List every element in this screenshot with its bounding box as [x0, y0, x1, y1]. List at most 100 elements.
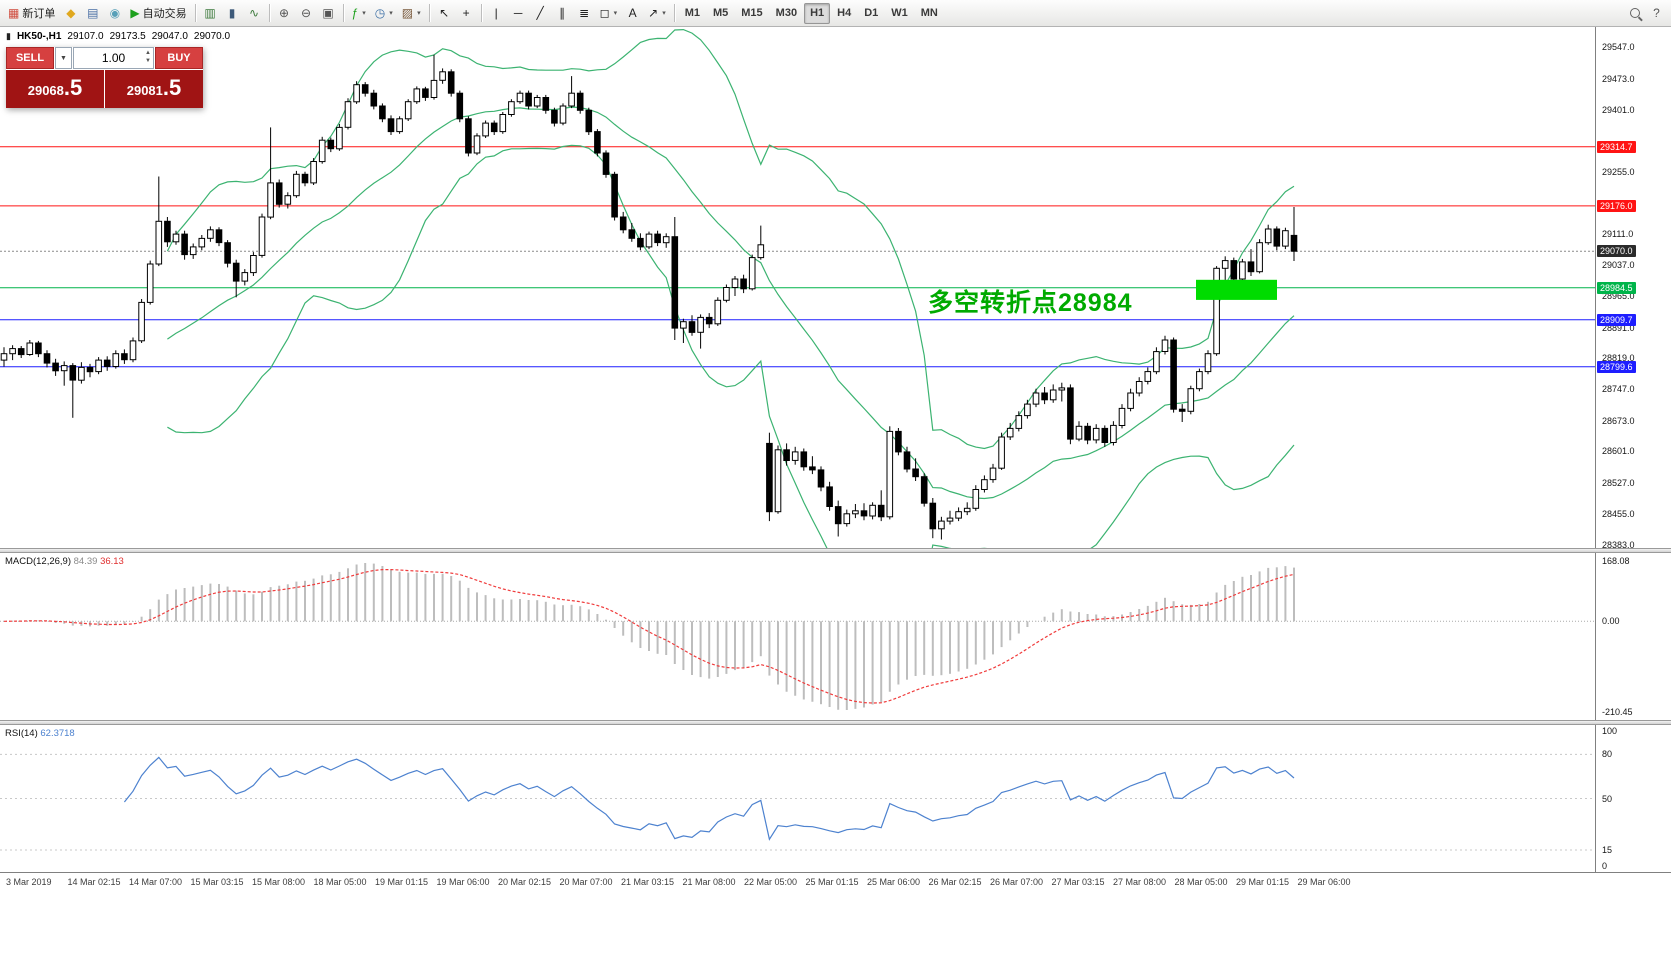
timeframe-m1-label: M1	[684, 7, 700, 19]
price-axis-tag: 28909.7	[1597, 313, 1636, 326]
channel-icon: ∥	[559, 6, 566, 20]
price-axis-label: 28455.0	[1602, 508, 1635, 519]
timeframe-m30-label: M30	[775, 7, 798, 19]
time-axis-label: 3 Mar 2019	[6, 877, 52, 887]
toolbar-separator	[673, 4, 675, 22]
highlight-rect[interactable]	[1196, 279, 1277, 300]
chart-window: ▮ HK50-,H1 29107.0 29173.5 29047.0 29070…	[0, 27, 1671, 955]
candlestick-chart[interactable]	[0, 27, 1595, 548]
bar-chart-button[interactable]: ▥	[200, 3, 221, 24]
fibonacci-icon: ≣	[579, 6, 590, 20]
timeframe-m15[interactable]: M15	[735, 3, 768, 24]
time-axis-label: 25 Mar 06:00	[867, 877, 921, 887]
help-button[interactable]: ?	[1646, 3, 1667, 24]
data-window-button[interactable]: ◉	[104, 3, 125, 24]
timeframe-w1-label: W1	[891, 7, 908, 19]
price-axis-tag: 29314.7	[1597, 140, 1636, 153]
macd-chart[interactable]	[0, 553, 1595, 720]
chevron-down-icon: ▾	[662, 10, 666, 17]
autotrading-play-icon: ▶	[130, 6, 140, 20]
buy-button[interactable]: BUY	[155, 47, 203, 69]
horizontal-line-button[interactable]: ─	[508, 3, 529, 24]
sell-button[interactable]: SELL	[6, 47, 54, 69]
price-axis-label: 168.08	[1602, 556, 1630, 566]
timeframe-m5[interactable]: M5	[707, 3, 734, 24]
autotrading-button[interactable]: ▶ 自动交易	[126, 3, 190, 24]
timeframe-d1-label: D1	[864, 7, 879, 19]
buy-price[interactable]: 29081.5	[105, 70, 203, 108]
bar-chart-icon: ▥	[204, 6, 216, 20]
tile-windows-button[interactable]: ▣	[318, 3, 339, 24]
price-axis-tag: 28984.5	[1597, 281, 1636, 294]
trendline-icon: ╱	[536, 6, 544, 20]
crosshair-button[interactable]: +	[456, 3, 477, 24]
price-axis-label: 28527.0	[1602, 478, 1635, 489]
profiles-button[interactable]: ◆	[60, 3, 81, 24]
zoom-out-button[interactable]: ⊖	[296, 3, 317, 24]
line-chart-button[interactable]: ∿	[244, 3, 265, 24]
arrows-button[interactable]: ↗ ▾	[644, 3, 670, 24]
timeframe-mn[interactable]: MN	[915, 3, 944, 24]
toolbar-separator	[342, 4, 344, 22]
time-axis-label: 28 Mar 05:00	[1174, 877, 1228, 887]
time-axis-label: 14 Mar 02:15	[67, 877, 121, 887]
one-click-trading-panel: SELL ▼ 1.00 ▲ ▼ BUY 29068.5 29081.5	[6, 47, 203, 108]
turning-point-annotation[interactable]: 多空转折点28984	[928, 289, 1133, 317]
timeframe-h4[interactable]: H4	[831, 3, 857, 24]
indicators-button[interactable]: ƒ ▾	[348, 3, 370, 24]
timeframe-m1[interactable]: M1	[679, 3, 706, 24]
trendline-button[interactable]: ╱	[530, 3, 551, 24]
channel-button[interactable]: ∥	[552, 3, 573, 24]
macd-panel[interactable]: MACD(12,26,9) 84.39 36.13	[0, 553, 1595, 720]
timeframe-d1[interactable]: D1	[858, 3, 884, 24]
sell-price-frac: .5	[63, 75, 83, 100]
price-axis-label: 0	[1602, 861, 1608, 871]
market-watch-button[interactable]: ▤	[82, 3, 103, 24]
text-label-button[interactable]: A	[622, 3, 643, 24]
new-order-button[interactable]: ▦ 新订单	[4, 3, 59, 24]
price-axis-label: 50	[1602, 793, 1613, 804]
crosshair-icon: +	[462, 6, 470, 20]
time-axis-label: 29 Mar 01:15	[1236, 877, 1290, 887]
high-value: 29173.5	[109, 31, 146, 42]
order-type-dropdown[interactable]: ▼	[55, 47, 72, 69]
time-axis-label: 20 Mar 07:00	[559, 877, 613, 887]
candlestick-icon: ▮	[228, 6, 236, 20]
sell-price[interactable]: 29068.5	[6, 70, 104, 108]
timeframe-h1[interactable]: H1	[804, 2, 831, 24]
toolbar-separator	[268, 4, 270, 22]
cursor-button[interactable]: ↖	[434, 3, 455, 24]
fibonacci-button[interactable]: ≣	[574, 3, 595, 24]
rsi-panel[interactable]: RSI(14) 62.3718	[0, 725, 1595, 872]
price-axis-tag: 29070.0	[1597, 245, 1636, 258]
timeframe-w1[interactable]: W1	[885, 3, 914, 24]
periods-button[interactable]: ◷ ▾	[371, 3, 397, 24]
rsi-chart[interactable]	[0, 725, 1595, 872]
templates-button[interactable]: ▨ ▾	[398, 3, 425, 24]
shapes-button[interactable]: ◻ ▾	[596, 3, 621, 24]
time-axis[interactable]: 3 Mar 2019 14 Mar 02:15 14 Mar 07:00 15 Mar…	[0, 872, 1671, 955]
panel-divider[interactable]	[0, 720, 1671, 725]
vertical-line-button[interactable]: |	[486, 3, 507, 24]
main-toolbar: ▦ 新订单 ◆ ▤ ◉ ▶ 自动交易 ▥ ▮ ∿ ⊕ ⊖ ▣ ƒ ▾ ◷ ▾ ▨ ▾ ↖ + | ─ ╱ ∥ ≣ ◻ ▾ A ↗ ▾ M1 M5…	[0, 0, 1671, 27]
main-chart-panel[interactable]: ▮ HK50-,H1 29107.0 29173.5 29047.0 29070…	[0, 27, 1595, 548]
timeframe-mn-label: MN	[920, 7, 938, 19]
volume-spinner[interactable]: ▲ ▼	[145, 49, 151, 66]
zoom-in-button[interactable]: ⊕	[274, 3, 295, 24]
data-window-icon: ◉	[109, 6, 121, 20]
buy-price-frac: .5	[162, 75, 182, 100]
timeframe-h4-label: H4	[837, 7, 852, 19]
cursor-icon: ↖	[439, 6, 450, 20]
candlestick-chart-button[interactable]: ▮	[222, 3, 243, 24]
time-axis-label: 21 Mar 08:00	[682, 877, 736, 887]
volume-input[interactable]: 1.00 ▲ ▼	[73, 47, 154, 69]
panel-divider[interactable]	[0, 548, 1671, 553]
price-axis-label: 28383.0	[1602, 539, 1635, 550]
market-watch-icon: ▤	[87, 6, 99, 20]
price-axis[interactable]: 29547.0 29473.0 29401.0 29255.0 29111.0 29037…	[1595, 27, 1671, 954]
price-axis-label: 29473.0	[1602, 74, 1635, 85]
buy-price-main: 29081	[126, 83, 163, 98]
timeframe-m30[interactable]: M30	[770, 3, 803, 24]
search-button[interactable]	[1624, 3, 1645, 24]
price-axis-label: -210.45	[1602, 707, 1633, 717]
